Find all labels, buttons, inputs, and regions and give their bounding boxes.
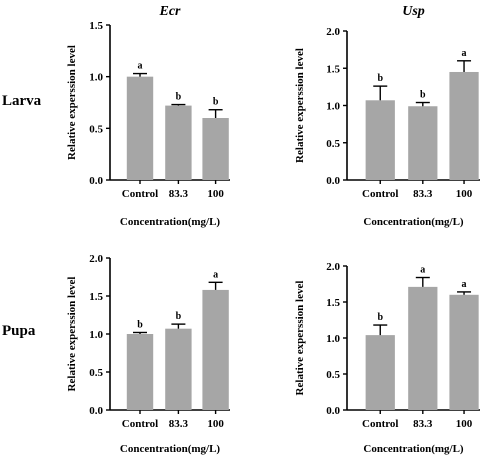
x-tick-label: Control <box>122 188 158 200</box>
y-tick-label: 1.0 <box>89 72 103 84</box>
bar <box>365 335 395 410</box>
x-axis-label: Concentration(mg/L) <box>363 443 464 455</box>
significance-letter: a <box>462 48 467 59</box>
y-axis-label: Relative experssion level <box>66 277 78 392</box>
y-tick-label: 1.5 <box>326 63 340 75</box>
bar <box>165 105 192 180</box>
panels: 0.0 0.5 1.0 1.5 a Control b 83.3 b 100 Ecr Concentr… <box>66 4 480 455</box>
y-tick-label: 0.0 <box>89 175 103 187</box>
y-tick-label: 0.0 <box>89 405 103 417</box>
chart-title: Ecr <box>159 4 182 19</box>
x-tick-label: 83.3 <box>169 418 189 430</box>
significance-letter: b <box>176 92 182 103</box>
y-axis-label: Relative experssion level <box>294 48 306 163</box>
significance-letter: b <box>377 73 383 84</box>
significance-letter: b <box>137 319 143 330</box>
bar <box>126 334 154 410</box>
bar <box>202 118 229 180</box>
x-tick-label: 83.3 <box>169 188 189 200</box>
y-tick-label: 1.5 <box>89 20 103 32</box>
x-tick-label: Control <box>362 418 398 430</box>
chart-panel-3: 0.0 0.5 1.0 1.5 2.0 b Control b 83.3 a 100 Concentr… <box>66 253 230 455</box>
y-tick-label: 2.0 <box>89 253 103 265</box>
y-tick-label: 2.0 <box>326 26 340 38</box>
bar <box>202 289 229 410</box>
chart-panel-4: 0.0 0.5 1.0 1.5 2.0 b Control a 83.3 a 100 Concentr… <box>294 261 480 455</box>
y-tick-label: 0.0 <box>326 405 340 417</box>
y-tick-label: 0.5 <box>326 369 340 381</box>
significance-letter: a <box>462 279 467 290</box>
y-tick-label: 1.5 <box>326 297 340 309</box>
bar <box>408 286 438 410</box>
bar <box>408 106 438 180</box>
x-tick-label: 83.3 <box>413 418 433 430</box>
y-tick-label: 0.5 <box>326 138 340 150</box>
y-tick-label: 1.0 <box>326 333 340 345</box>
y-tick-label: 0.0 <box>326 175 340 187</box>
x-axis-label: Concentration(mg/L) <box>120 216 221 228</box>
significance-letter: b <box>420 90 426 101</box>
chart-panel-2: 0.0 0.5 1.0 1.5 2.0 b Control b 83.3 a 100 Usp Conce… <box>294 4 480 228</box>
y-axis-label: Relative experssion level <box>294 281 306 396</box>
x-tick-label: 83.3 <box>413 188 433 200</box>
chart-title: Usp <box>402 4 425 19</box>
x-axis-label: Concentration(mg/L) <box>120 443 221 455</box>
significance-letter: b <box>213 97 219 108</box>
row-label-pupa: Pupa <box>2 323 36 339</box>
significance-letter: b <box>377 312 383 323</box>
significance-letter: b <box>176 311 182 322</box>
bar <box>449 294 479 410</box>
x-tick-label: Control <box>362 188 398 200</box>
x-axis-label: Concentration(mg/L) <box>363 216 464 228</box>
y-tick-label: 1.5 <box>89 291 103 303</box>
y-axis-label: Relative experssion level <box>66 45 78 160</box>
row-label-larva: Larva <box>2 93 42 109</box>
bar <box>365 100 395 180</box>
significance-letter: a <box>420 265 425 276</box>
x-tick-label: 100 <box>207 188 224 200</box>
bar <box>126 76 154 180</box>
chart-panel-1: 0.0 0.5 1.0 1.5 a Control b 83.3 b 100 Ecr Concentr… <box>66 4 230 228</box>
x-tick-label: Control <box>122 418 158 430</box>
bar <box>449 71 479 180</box>
bar <box>165 328 192 410</box>
significance-letter: a <box>213 269 218 280</box>
y-tick-label: 0.5 <box>89 367 103 379</box>
x-tick-label: 100 <box>456 418 473 430</box>
y-tick-label: 2.0 <box>326 261 340 273</box>
y-tick-label: 0.5 <box>89 123 103 135</box>
significance-letter: a <box>138 61 143 72</box>
x-tick-label: 100 <box>456 188 473 200</box>
y-tick-label: 1.0 <box>326 101 340 113</box>
x-tick-label: 100 <box>207 418 224 430</box>
y-tick-label: 1.0 <box>89 329 103 341</box>
